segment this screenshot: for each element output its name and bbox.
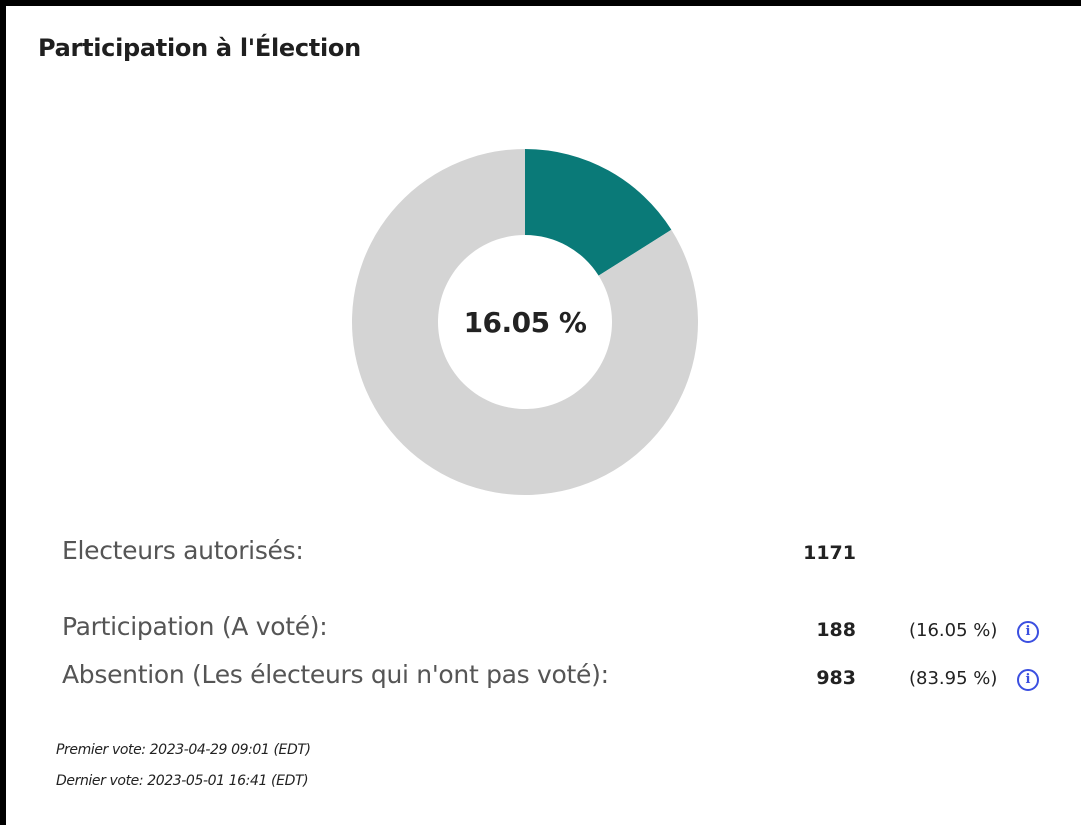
participation-info-icon[interactable]: i	[1017, 621, 1039, 643]
last-vote-time: Dernier vote: 2023-05-01 16:41 (EDT)	[56, 773, 309, 789]
participation-donut-chart: 16.05 %	[352, 149, 698, 495]
authorized-voters-value: 1171	[803, 542, 856, 564]
panel-title: Participation à l'Élection	[38, 34, 361, 62]
donut-center-label: 16.05 %	[463, 305, 587, 339]
donut-svg	[352, 149, 698, 495]
participation-label: Participation (A voté):	[62, 612, 328, 641]
participation-slice[interactable]	[525, 149, 672, 276]
abstention-info-icon[interactable]: i	[1017, 669, 1039, 691]
abstention-slice[interactable]	[352, 149, 698, 495]
participation-value: 188	[816, 619, 856, 641]
authorized-voters-label: Electeurs autorisés:	[62, 536, 304, 565]
first-vote-time: Premier vote: 2023-04-29 09:01 (EDT)	[56, 742, 311, 758]
participation-percent: (16.05 %)	[909, 620, 998, 641]
abstention-percent: (83.95 %)	[909, 668, 998, 689]
abstention-value: 983	[816, 667, 856, 689]
abstention-label: Absention (Les électeurs qui n'ont pas v…	[62, 660, 609, 689]
